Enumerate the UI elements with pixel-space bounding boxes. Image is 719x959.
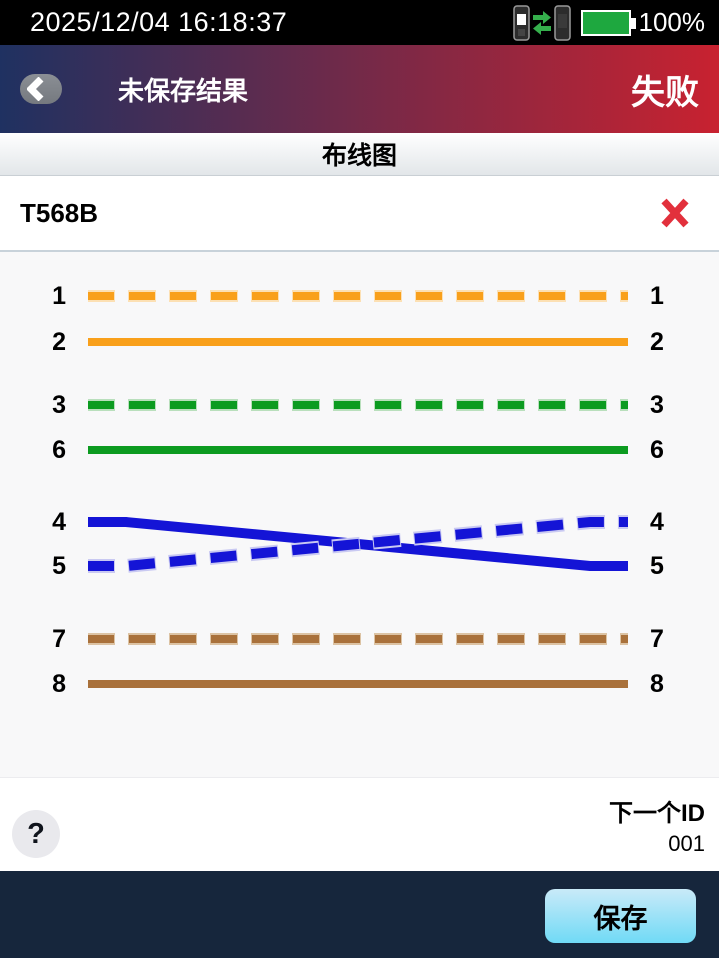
tab-title: 布线图 [321,142,397,170]
battery-percent: 100% [638,7,706,37]
remote-tester-icon [553,4,571,41]
pin-label-left-2: 2 [52,328,66,356]
pin-label-right-6: 6 [650,436,664,464]
help-button[interactable]: ? [12,810,60,858]
pin-label-right-7: 7 [650,625,664,653]
battery-icon [580,9,636,36]
next-id-block: 下一个ID 001 [609,800,705,860]
test-result-status: 失败 [631,73,699,112]
back-button[interactable] [20,74,62,104]
wiring-standard-row: T568B [0,176,719,252]
pin-label-right-4: 4 [650,508,664,536]
footer: ? 下一个ID 001 [0,777,719,871]
status-bar: 2025/12/04 16:18:37 100% [0,0,719,45]
bottom-bar: 保存 [0,871,719,958]
pin-label-left-3: 3 [52,391,66,419]
result-header: 未保存结果 失败 [0,45,719,133]
pin-label-right-3: 3 [650,391,664,419]
sync-arrows-icon [532,10,551,35]
pin-label-right-1: 1 [650,282,664,310]
wire-5-4 [88,517,628,571]
pin-label-right-2: 2 [650,328,664,356]
page-title: 未保存结果 [118,75,249,106]
fail-x-icon [661,198,689,228]
wiremap-lines [88,290,628,688]
pin-label-right-5: 5 [650,552,664,580]
save-button[interactable]: 保存 [545,889,696,943]
chevron-left-icon [27,77,44,101]
next-id-value: 001 [668,831,705,856]
wiremap-diagram: 1 2 3 6 4 5 7 8 1 2 3 6 4 5 7 8 [0,252,719,777]
pin-label-left-7: 7 [52,625,66,653]
pin-label-left-1: 1 [52,282,66,310]
pin-label-left-4: 4 [52,508,66,536]
pin-label-left-6: 6 [52,436,66,464]
pin-label-left-8: 8 [52,670,66,698]
main-tester-icon [512,4,530,41]
datetime: 2025/12/04 16:18:37 [30,7,288,37]
wiring-standard-label: T568B [20,197,99,228]
pin-label-right-8: 8 [650,670,664,698]
status-icons: 100% [512,4,706,41]
pin-label-left-5: 5 [52,552,66,580]
tab-bar: 布线图 [0,133,719,176]
next-id-label: 下一个ID [609,800,705,827]
